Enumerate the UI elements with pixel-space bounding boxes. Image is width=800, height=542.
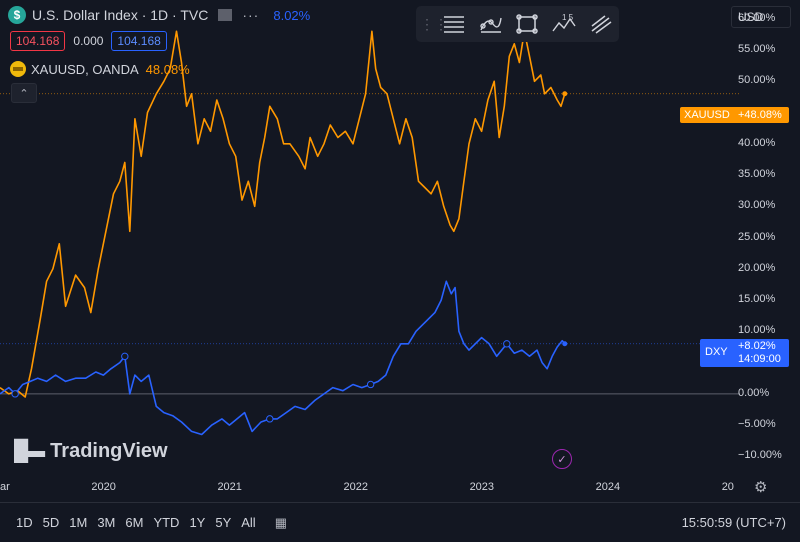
range-button-ytd[interactable]: YTD xyxy=(153,515,180,530)
y-tick-label: 10.00% xyxy=(738,324,776,337)
rectangle-icon[interactable] xyxy=(509,6,546,42)
last-point-dxy xyxy=(562,341,568,347)
price-close: 104.168 xyxy=(111,31,167,51)
range-button-1y[interactable]: 1Y xyxy=(189,515,206,530)
dxy-price-tag: DXY +8.02% 14:09:00 xyxy=(700,339,789,367)
xau-tag-value: +48.08% xyxy=(738,109,782,121)
path-icon[interactable] xyxy=(473,6,510,42)
dxy-tag-countdown: 14:09:00 xyxy=(738,353,781,365)
x-tick-label: ar xyxy=(0,481,10,493)
collapse-legend-button[interactable]: ⌃ xyxy=(11,83,37,103)
xau-tag-name: XAUUSD xyxy=(684,109,730,121)
overlay-symbol[interactable]: XAUUSD, OANDA xyxy=(31,61,139,77)
pattern-label: 1 5 xyxy=(562,13,574,22)
range-buttons: 1D 5D 1M 3M 6M YTD 1Y 5Y All xyxy=(11,515,261,530)
symbol-title[interactable]: U.S. Dollar Index · 1D · TVC xyxy=(32,7,209,23)
range-button-1d[interactable]: 1D xyxy=(16,515,33,530)
range-button-all[interactable]: All xyxy=(241,515,256,530)
y-tick-label: −10.00% xyxy=(738,449,782,462)
clock[interactable]: 15:50:59 (UTC+7) xyxy=(681,515,786,530)
y-tick-label: 30.00% xyxy=(738,199,776,212)
dxy-tag-name: DXY xyxy=(705,346,728,358)
dollar-icon: $ xyxy=(8,6,26,24)
chevron-up-icon: ⌃ xyxy=(19,87,29,100)
event-markers xyxy=(11,340,511,423)
tradingview-logo[interactable]: █▬ TradingView xyxy=(14,440,168,463)
y-tick-label: 0.00% xyxy=(738,386,770,399)
tv-logo-icon: █▬ xyxy=(14,440,45,462)
overlay-change: 48.08% xyxy=(145,61,190,77)
y-tick-label: 15.00% xyxy=(738,293,776,306)
dividend-marker xyxy=(11,390,19,398)
series-lines xyxy=(0,30,740,436)
dividend-marker xyxy=(121,352,129,361)
calendar-icon[interactable]: ▦ xyxy=(274,514,287,530)
legend-main[interactable]: $ U.S. Dollar Index · 1D · TVC ··· 8.02% xyxy=(8,6,310,24)
dividend-marker xyxy=(503,340,511,348)
pattern-icon[interactable]: 1 5 xyxy=(546,6,583,42)
y-tick-label: 55.00% xyxy=(738,43,776,55)
range-button-1m[interactable]: 1M xyxy=(69,515,88,530)
range-button-5d[interactable]: 5D xyxy=(42,515,60,530)
y-tick-label: 50.00% xyxy=(738,74,776,87)
x-tick-label: 20 xyxy=(721,481,734,493)
more-icon[interactable]: ··· xyxy=(242,7,260,23)
x-tick-label: 2023 xyxy=(469,481,495,493)
dxy-change: 8.02% xyxy=(273,7,311,23)
brush-icon[interactable] xyxy=(582,6,619,42)
xau-price-tag: XAUUSD +48.08% xyxy=(680,107,789,123)
x-tick-label: 2021 xyxy=(217,481,242,493)
price-open: 104.168 xyxy=(10,31,66,51)
flag-icon[interactable] xyxy=(218,9,233,21)
x-tick-label: 2024 xyxy=(595,481,621,493)
dividend-marker xyxy=(366,380,375,389)
y-tick-label: 40.00% xyxy=(738,136,776,149)
currency-label: USD xyxy=(738,10,764,24)
last-point-xauusd xyxy=(562,91,568,97)
series-line-dxy xyxy=(0,280,566,436)
series-line-xauusd xyxy=(0,30,566,398)
price-change: 0.000 xyxy=(73,34,104,48)
lightning-icon[interactable]: ✓ xyxy=(552,449,572,469)
range-button-6m[interactable]: 6M xyxy=(125,515,144,530)
y-tick-label: 20.00% xyxy=(738,261,776,274)
y-tick-label: −5.00% xyxy=(738,418,776,431)
x-tick-label: 2022 xyxy=(343,481,368,493)
range-button-3m[interactable]: 3M xyxy=(97,515,116,530)
grip-icon[interactable]: ⋮⋮ xyxy=(420,15,448,32)
drawing-toolbar: ⋮⋮ 1 5 xyxy=(416,6,619,42)
y-tick-label: 60.00% xyxy=(738,11,776,24)
currency-select[interactable]: USD xyxy=(731,6,791,28)
y-tick-label: 35.00% xyxy=(738,168,776,181)
ohlc-values: 104.168 0.000 104.168 xyxy=(10,31,167,51)
brand-name: TradingView xyxy=(50,440,168,462)
horizontal-lines-icon[interactable] xyxy=(436,6,473,42)
dxy-tag-value: +8.02% xyxy=(738,340,776,352)
x-tick-label: 2020 xyxy=(91,481,116,493)
gear-icon[interactable]: ⚙ xyxy=(754,479,768,496)
range-bar: 1D 5D 1M 3M 6M YTD 1Y 5Y All ▦ 15:50:59 (UTC+7) xyxy=(0,502,800,542)
dividend-marker xyxy=(266,415,274,423)
legend-overlay[interactable]: XAUUSD, OANDA 48.08% xyxy=(10,61,190,77)
range-button-5y[interactable]: 5Y xyxy=(215,515,232,530)
gold-icon xyxy=(10,61,26,77)
y-tick-label: 25.00% xyxy=(738,230,776,243)
